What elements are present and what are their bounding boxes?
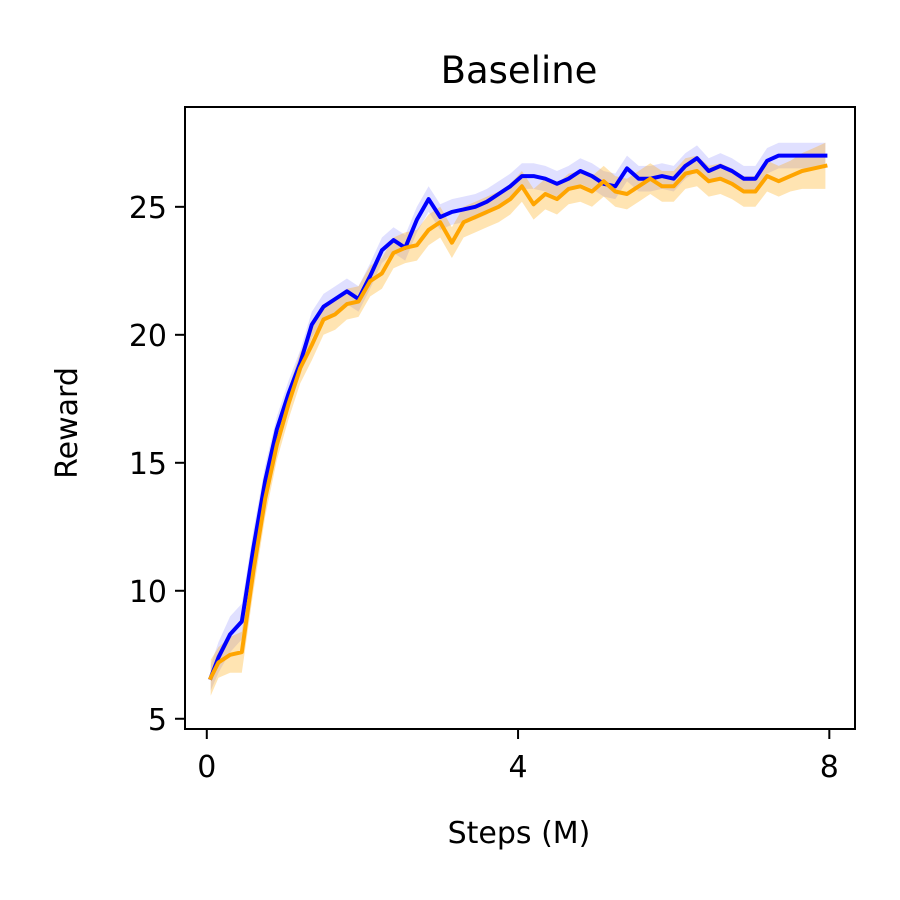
y-tick-label: 20 xyxy=(129,319,167,354)
x-axis-label: Steps (M) xyxy=(448,816,591,851)
chart-title: Baseline xyxy=(441,49,598,92)
y-tick-label: 15 xyxy=(129,447,167,482)
y-tick-label: 25 xyxy=(129,191,167,226)
x-axis: 0 4 8 xyxy=(197,729,839,785)
series-2-band xyxy=(210,142,826,696)
x-tick-label: 0 xyxy=(197,750,216,785)
y-tick-label: 5 xyxy=(148,703,167,738)
y-tick-label: 10 xyxy=(129,575,167,610)
plot-area xyxy=(208,142,828,696)
plot-frame xyxy=(184,106,856,730)
series-1-line xyxy=(208,153,828,681)
y-axis-label: Reward xyxy=(50,367,85,479)
series-1-band xyxy=(210,142,826,691)
y-axis: 5 10 15 20 25 xyxy=(129,191,185,738)
x-tick-label: 8 xyxy=(820,750,839,785)
x-tick-label: 4 xyxy=(509,750,528,785)
series-2-line xyxy=(208,163,828,681)
